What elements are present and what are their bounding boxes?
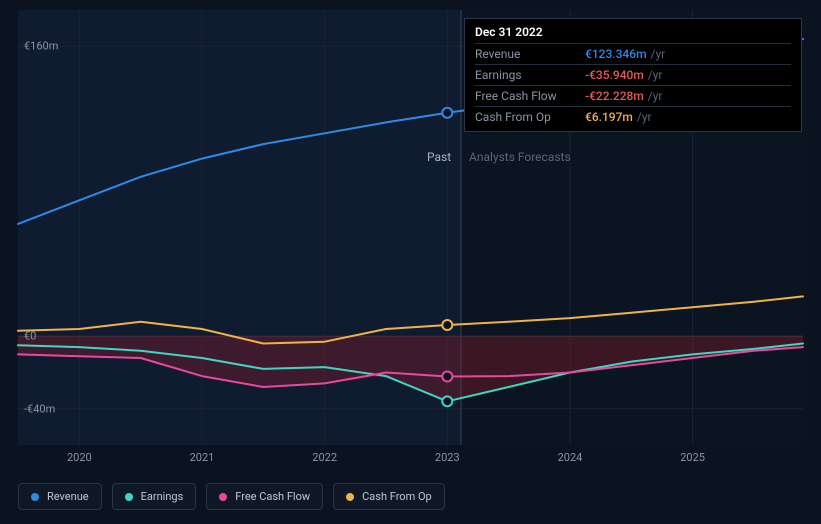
chart-legend: Revenue Earnings Free Cash Flow Cash From O… bbox=[18, 483, 445, 510]
tooltip-row-value: -€22.228m bbox=[585, 89, 644, 103]
legend-label: Free Cash Flow bbox=[235, 490, 310, 503]
tooltip-row-value: -€35.940m bbox=[585, 68, 644, 82]
label-past: Past bbox=[427, 150, 451, 164]
y-axis-label: €0 bbox=[24, 330, 36, 343]
tooltip-row: Free Cash Flow-€22.228m/yr bbox=[475, 85, 791, 106]
legend-label: Earnings bbox=[141, 490, 184, 503]
label-forecast: Analysts Forecasts bbox=[469, 150, 571, 164]
tooltip-row-label: Free Cash Flow bbox=[475, 89, 585, 103]
x-axis-label: 2023 bbox=[435, 451, 460, 464]
x-axis-label: 2020 bbox=[67, 451, 92, 464]
tooltip-row-value: €6.197m bbox=[585, 110, 633, 124]
tooltip-row-unit: /yr bbox=[648, 89, 663, 103]
x-axis-label: 2025 bbox=[680, 451, 705, 464]
tooltip-row-unit: /yr bbox=[648, 68, 663, 82]
tooltip-row-unit: /yr bbox=[651, 47, 666, 61]
tooltip-row-label: Earnings bbox=[475, 68, 585, 82]
legend-dot-icon bbox=[31, 493, 39, 501]
x-axis-label: 2024 bbox=[558, 451, 583, 464]
legend-label: Cash From Op bbox=[362, 490, 432, 503]
tooltip-row: Earnings-€35.940m/yr bbox=[475, 64, 791, 85]
tooltip-row-label: Revenue bbox=[475, 47, 585, 61]
y-axis-label: -€40m bbox=[24, 402, 55, 415]
legend-dot-icon bbox=[346, 493, 354, 501]
tooltip-row: Revenue€123.346m/yr bbox=[475, 43, 791, 64]
x-axis-label: 2021 bbox=[190, 451, 215, 464]
y-axis-label: €160m bbox=[24, 40, 58, 53]
x-axis-label: 2022 bbox=[312, 451, 337, 464]
tooltip-row-value: €123.346m bbox=[585, 47, 647, 61]
chart-tooltip: Dec 31 2022 Revenue€123.346m/yrEarnings-… bbox=[464, 18, 802, 132]
tooltip-row: Cash From Op€6.197m/yr bbox=[475, 106, 791, 127]
legend-item-earnings[interactable]: Earnings bbox=[112, 483, 197, 510]
legend-dot-icon bbox=[125, 493, 133, 501]
legend-item-fcf[interactable]: Free Cash Flow bbox=[206, 483, 323, 510]
legend-label: Revenue bbox=[47, 490, 89, 503]
legend-item-revenue[interactable]: Revenue bbox=[18, 483, 102, 510]
tooltip-date: Dec 31 2022 bbox=[475, 25, 791, 43]
legend-dot-icon bbox=[219, 493, 227, 501]
tooltip-row-unit: /yr bbox=[637, 110, 652, 124]
tooltip-row-label: Cash From Op bbox=[475, 110, 585, 124]
legend-item-cfo[interactable]: Cash From Op bbox=[333, 483, 445, 510]
financials-chart: -€40m €0 €160m 2020 2021 2022 2023 2024 2025 Pa… bbox=[0, 0, 821, 524]
